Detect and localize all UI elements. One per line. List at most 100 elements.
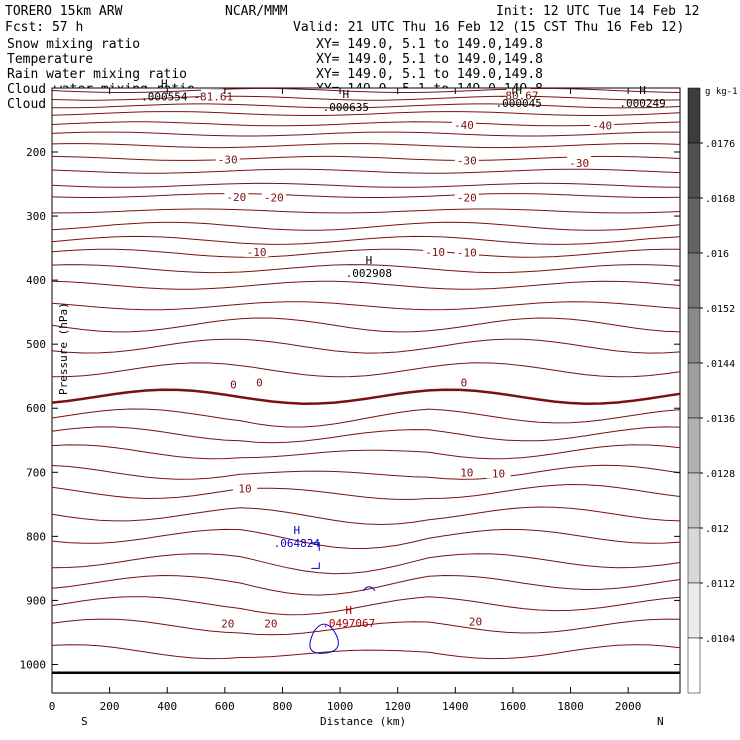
max-marker-value: .000635: [323, 101, 369, 114]
temperature-contour-line: [51, 317, 681, 333]
max-marker-h: H: [515, 84, 522, 97]
contour-label: 20: [469, 616, 482, 629]
contour-label: -10: [425, 246, 445, 259]
contour-label-bg: [423, 244, 448, 257]
valid-time: Valid: 21 UTC Thu 16 Feb 12 (15 CST Thu …: [293, 20, 684, 35]
contour-label-bg: [486, 466, 511, 479]
x-tick-label: 1800: [557, 700, 584, 713]
y-tick-label: 900: [26, 594, 46, 607]
contour-label-bg: [454, 245, 479, 258]
org-label: NCAR/MMM: [225, 4, 288, 19]
colorbar-tick-label: .0168: [705, 194, 735, 205]
max-marker-value: .0497067: [322, 617, 375, 630]
cloud-water-contours: [309, 542, 376, 654]
legend-item-range: XY= 149.0, 5.1 to 149.0,149.8: [316, 52, 543, 67]
colorbar-tick-label: .0128: [705, 469, 735, 480]
temperature-contour-line: [51, 280, 681, 290]
temperature-contour-line: [51, 143, 681, 149]
model-title: TORERO 15km ARW: [5, 4, 123, 19]
temperature-contour-line: [51, 131, 680, 137]
colorbar-swatch: [687, 87, 701, 144]
temperature-contour-line: [51, 362, 681, 378]
y-tick-label: 1000: [20, 658, 47, 671]
legend-item-name: Snow mixing ratio: [7, 37, 140, 52]
temperature-contour-line: [51, 596, 681, 616]
contour-label-bg: [244, 244, 269, 257]
contour-label-bg: [261, 190, 286, 203]
contour-label: -20: [457, 191, 477, 204]
y-tick-label: 700: [26, 466, 46, 479]
contour-label: -30: [569, 157, 589, 170]
temperature-contour-line: [51, 248, 681, 258]
x-tick-label: 2000: [615, 700, 642, 713]
temperature-contour-line: [51, 528, 681, 550]
forecast-hour: Fcst: 57 h: [5, 20, 83, 35]
y-tick-label: 200: [26, 146, 46, 159]
max-marker-value: .064824: [274, 537, 321, 550]
x-end-label-south: S: [81, 715, 88, 728]
colorbar-swatch: [687, 417, 701, 474]
contour-label-bg: [215, 152, 240, 165]
max-marker-value: .000249: [619, 97, 665, 110]
colorbar-swatch: [687, 252, 701, 309]
contour-label: 10: [460, 466, 473, 479]
temperature-contour-line: [51, 338, 681, 354]
colorbar-swatch: [687, 197, 701, 254]
x-tick-label: 800: [273, 700, 293, 713]
contour-label: -20: [264, 191, 284, 204]
temperature-contour-line: [51, 388, 681, 405]
contour-label: 20: [264, 617, 277, 630]
contour-label: 0: [461, 377, 468, 390]
contour-label: 0: [256, 377, 263, 390]
colorbar-tick-label: .016: [705, 249, 729, 260]
temperature-contour-line: [51, 574, 681, 596]
colorbar-tick-label: .0152: [705, 304, 735, 315]
max-marker-h: H: [639, 84, 646, 97]
y-tick-label: 800: [26, 530, 46, 543]
temperature-contour-line: [51, 483, 681, 500]
temperature-contour-line: [51, 426, 681, 444]
temperature-contour-line: [51, 182, 681, 188]
contour-label: -10: [247, 246, 267, 259]
y-tick-label: 400: [26, 274, 46, 287]
temperature-contour-line: [51, 644, 681, 660]
temperature-contour-line: [51, 408, 681, 428]
temperature-contour-line: [51, 235, 681, 245]
contour-label-bg: [454, 465, 479, 478]
contour-label: 10: [238, 482, 251, 495]
x-tick-label: 400: [157, 700, 177, 713]
temperature-contour-line: [52, 103, 681, 109]
axes: 0 200 400 600 800 1000 1200 1400 1600 1800 2000200…: [20, 88, 680, 713]
colorbar-swatch: [687, 582, 701, 639]
contour-label: 10: [492, 468, 505, 481]
colorbar-swatch: [687, 472, 701, 529]
contour-labels: -81.61 -80.67-40 -40-30 -30 -30-20 -20 -20-10-…: [193, 88, 615, 630]
colorbar-tick-label: .0144: [705, 359, 735, 370]
y-tick-label: 300: [26, 210, 46, 223]
temperature-contour-line: [51, 618, 681, 636]
max-marker-h: H: [161, 78, 168, 91]
contour-label-bg: [221, 377, 246, 390]
contour-label-bg: [201, 89, 226, 102]
contour-label: -40: [454, 119, 474, 132]
x-end-label-north: N: [657, 715, 664, 728]
temperature-contour-line: [51, 301, 681, 311]
legend-item-range: XY= 149.0, 5.1 to 149.0,149.8: [316, 67, 543, 82]
contour-label-bg: [233, 481, 258, 494]
colorbar-swatch: [687, 362, 701, 419]
colorbar-tick-label: .0136: [705, 414, 735, 425]
max-marker-h: H: [343, 88, 350, 101]
contour-label: -20: [226, 191, 246, 204]
temperature-contour-line: [51, 111, 681, 116]
x-tick-label: 1200: [384, 700, 411, 713]
contour-label: 0: [230, 379, 237, 392]
legend-item-name: Temperature: [7, 52, 93, 67]
contour-label-bg: [258, 616, 283, 629]
temperature-contour-line: [52, 208, 681, 214]
x-tick-label: 200: [100, 700, 120, 713]
max-marker-value: .000045: [495, 97, 541, 110]
colorbar-tick-label: .0176: [705, 139, 735, 150]
contour-label-bg: [454, 153, 479, 166]
contour-label: -40: [592, 120, 612, 133]
temperature-contour-line: [51, 553, 681, 575]
